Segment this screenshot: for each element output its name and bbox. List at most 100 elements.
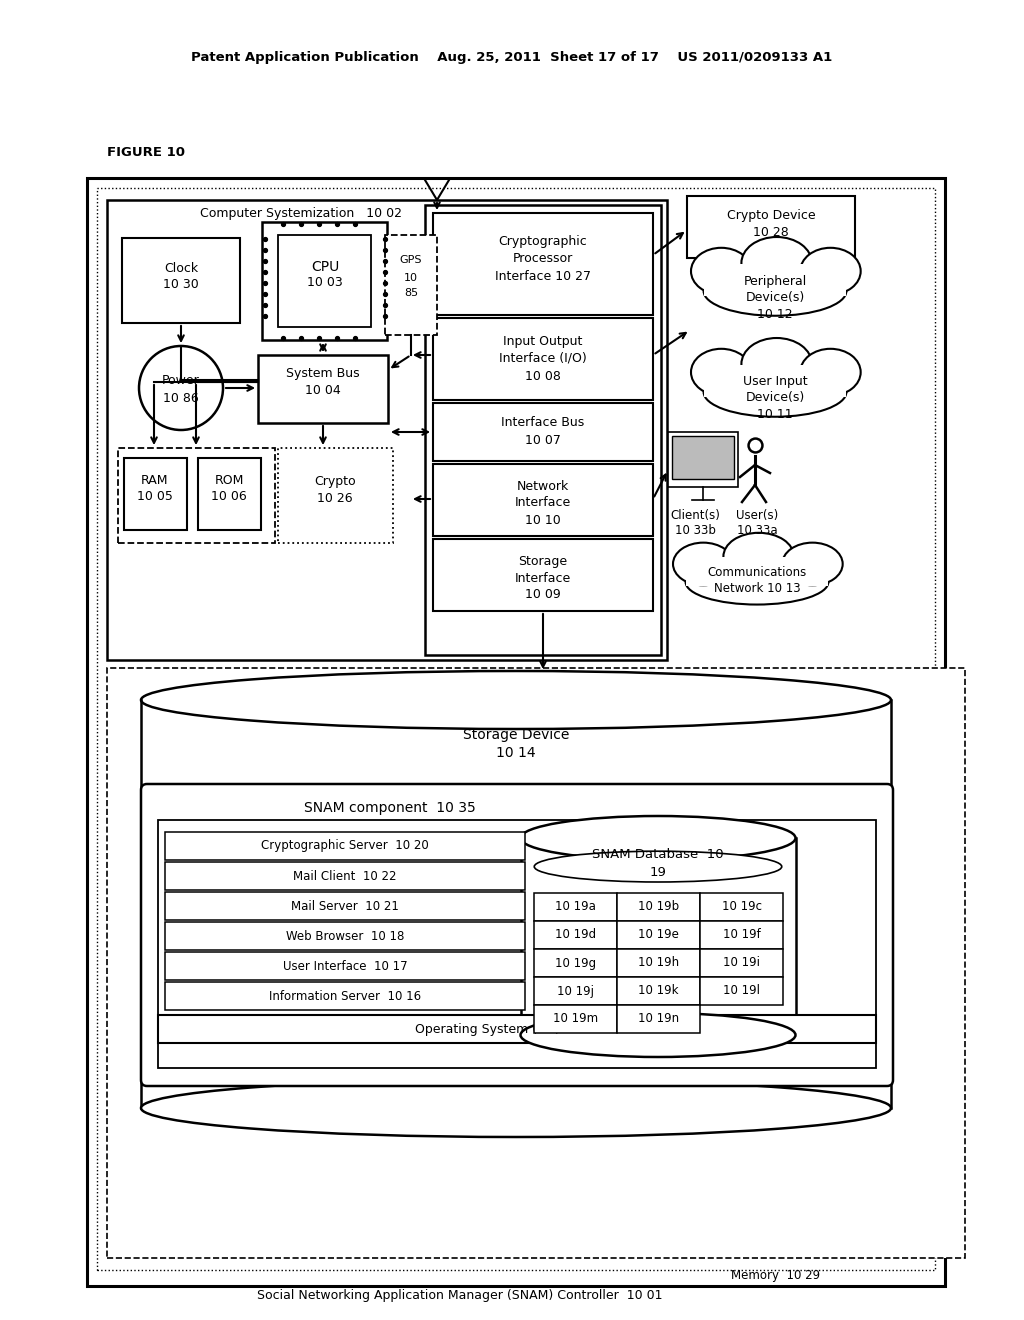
Text: 10 30: 10 30: [163, 277, 199, 290]
Ellipse shape: [520, 816, 796, 861]
FancyBboxPatch shape: [141, 784, 893, 1086]
Text: 10 11: 10 11: [757, 408, 793, 421]
Bar: [106, 668, 965, 1258]
Text: 10 19d: 10 19d: [555, 928, 596, 941]
Bar: [700, 894, 783, 921]
Text: 10 08: 10 08: [525, 370, 561, 383]
Bar: [617, 1005, 700, 1034]
Bar: [97, 187, 935, 1270]
Text: 19: 19: [649, 866, 667, 879]
Ellipse shape: [691, 248, 752, 294]
Text: 10 03: 10 03: [307, 276, 343, 289]
Bar: [687, 195, 855, 257]
Bar: [686, 557, 827, 586]
Bar: [617, 894, 700, 921]
Bar: [165, 952, 525, 979]
Text: 10 19h: 10 19h: [638, 957, 679, 969]
Text: Mail Server  10 21: Mail Server 10 21: [291, 899, 399, 912]
Text: 10 19k: 10 19k: [638, 985, 679, 998]
Ellipse shape: [703, 267, 847, 315]
Text: 10 10: 10 10: [525, 513, 561, 527]
Bar: [158, 820, 876, 1068]
Text: User Interface  10 17: User Interface 10 17: [283, 960, 408, 973]
Bar: [165, 862, 525, 890]
Text: Interface: Interface: [515, 572, 571, 585]
Bar: [106, 201, 667, 660]
Bar: [534, 921, 617, 949]
Text: 85: 85: [403, 288, 418, 298]
Text: 10 04: 10 04: [305, 384, 341, 397]
Text: 10 33b: 10 33b: [675, 524, 716, 537]
Text: 10 19a: 10 19a: [555, 900, 596, 913]
Text: Power: Power: [162, 375, 200, 388]
Bar: [705, 366, 846, 396]
Bar: [385, 235, 437, 335]
Text: System Bus: System Bus: [286, 367, 359, 380]
Ellipse shape: [800, 348, 861, 396]
Text: Network 10 13: Network 10 13: [714, 582, 801, 595]
Text: 10 05: 10 05: [137, 491, 173, 503]
Text: Storage: Storage: [518, 556, 567, 569]
Text: Memory  10 29: Memory 10 29: [731, 1269, 820, 1282]
Bar: [258, 355, 388, 422]
Ellipse shape: [741, 238, 812, 289]
Bar: [705, 264, 846, 296]
Text: Communications: Communications: [708, 566, 807, 579]
Bar: [165, 832, 525, 861]
Ellipse shape: [520, 1012, 796, 1057]
Ellipse shape: [691, 348, 752, 396]
Bar: [198, 458, 261, 531]
Text: 10 19i: 10 19i: [723, 957, 760, 969]
Text: Operating System (OS)  10 15: Operating System (OS) 10 15: [415, 1023, 603, 1035]
Text: SNAM Database  10: SNAM Database 10: [592, 849, 724, 862]
Text: Information Server  10 16: Information Server 10 16: [269, 990, 421, 1002]
Bar: [122, 238, 240, 323]
Bar: [165, 921, 525, 950]
Text: FIGURE 10: FIGURE 10: [106, 145, 185, 158]
Text: Input Output: Input Output: [504, 334, 583, 347]
Ellipse shape: [703, 367, 847, 417]
Text: 10 19g: 10 19g: [555, 957, 596, 969]
Text: Interface 10 27: Interface 10 27: [495, 269, 591, 282]
Text: Social Networking Application Manager (SNAM) Controller  10 01: Social Networking Application Manager (S…: [257, 1288, 663, 1302]
Bar: [668, 432, 738, 487]
Ellipse shape: [673, 543, 733, 585]
Text: 10 19l: 10 19l: [723, 985, 760, 998]
Text: Device(s): Device(s): [745, 392, 805, 404]
Bar: [124, 458, 187, 531]
Text: SNAM component  10 35: SNAM component 10 35: [304, 801, 476, 814]
Text: Crypto Device: Crypto Device: [727, 209, 815, 222]
Bar: [165, 892, 525, 920]
Text: 10 19j: 10 19j: [557, 985, 594, 998]
Ellipse shape: [782, 543, 843, 585]
Text: Cryptographic: Cryptographic: [499, 235, 588, 248]
Bar: [672, 436, 734, 479]
Bar: [534, 977, 617, 1005]
Text: Computer Systemization   10 02: Computer Systemization 10 02: [200, 206, 402, 219]
Bar: [433, 465, 653, 536]
Text: 10 19b: 10 19b: [638, 900, 679, 913]
Bar: [534, 949, 617, 977]
Bar: [278, 235, 371, 327]
Bar: [433, 318, 653, 400]
Text: 10 19f: 10 19f: [723, 928, 761, 941]
Ellipse shape: [686, 560, 828, 605]
Text: 10 19e: 10 19e: [638, 928, 679, 941]
Text: Web Browser  10 18: Web Browser 10 18: [286, 929, 404, 942]
Ellipse shape: [723, 533, 794, 581]
Text: 10 14: 10 14: [497, 746, 536, 760]
Bar: [700, 921, 783, 949]
Text: Storage Device: Storage Device: [463, 729, 569, 742]
Text: Cryptographic Server  10 20: Cryptographic Server 10 20: [261, 840, 429, 853]
Text: Processor: Processor: [513, 252, 573, 265]
Bar: [165, 982, 525, 1010]
Text: Clock: Clock: [164, 261, 198, 275]
Text: Device(s): Device(s): [745, 292, 805, 305]
Text: Crypto: Crypto: [314, 474, 355, 487]
Ellipse shape: [141, 1078, 891, 1137]
Text: GPS: GPS: [399, 255, 422, 265]
Text: Mail Client  10 22: Mail Client 10 22: [293, 870, 396, 883]
Text: 10 07: 10 07: [525, 433, 561, 446]
Text: Patent Application Publication    Aug. 25, 2011  Sheet 17 of 17    US 2011/02091: Patent Application Publication Aug. 25, …: [191, 51, 833, 65]
Text: Client(s): Client(s): [670, 510, 720, 523]
